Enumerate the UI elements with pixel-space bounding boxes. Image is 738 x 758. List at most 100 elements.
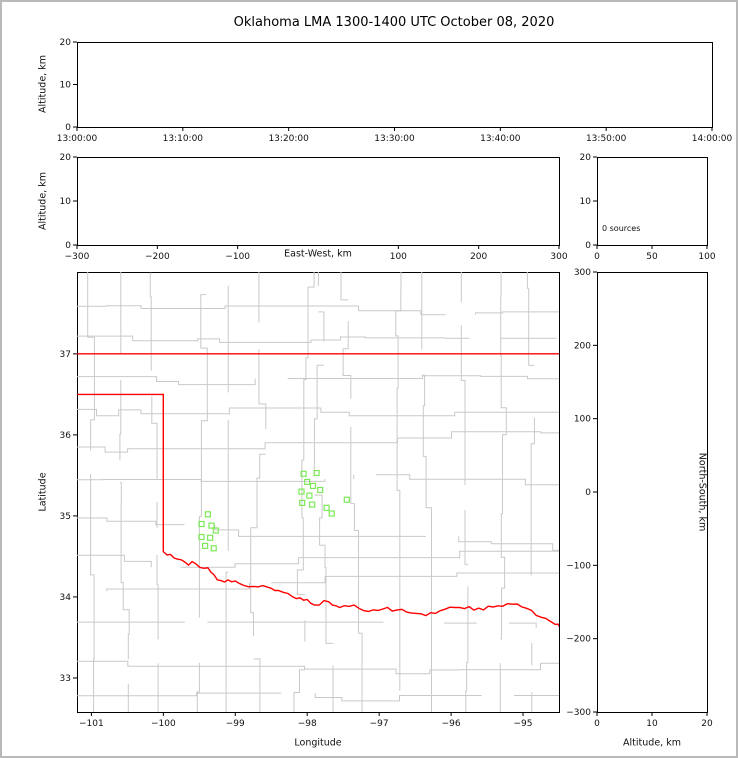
x-tick-label: 13:10:00 [163,134,204,144]
x-tick-label: 50 [646,252,658,262]
county-line [499,272,507,712]
lma-station-marker [298,488,305,495]
y-tick-label: 20 [60,153,72,163]
county-line [77,692,559,702]
county-line [196,294,208,712]
lma-station-marker [343,496,350,503]
map-ylabel: Latitude [37,472,49,512]
y-tick-label: 0 [65,241,71,251]
county-line [421,272,432,712]
county-line [77,375,559,386]
x-tick-label: −95 [514,719,533,729]
y-tick-label: 300 [574,268,591,278]
x-tick-label: 10 [646,719,658,729]
lma-station-marker [212,527,219,534]
x-tick-label: −100 [151,719,176,729]
y-tick-label: 0 [65,123,71,133]
county-line [73,622,560,628]
county-line [77,660,559,675]
y-tick-label: 36 [60,431,72,441]
figure-title: Oklahoma LMA 1300-1400 UTC October 08, 2… [233,15,555,30]
county-line [149,272,159,712]
y-tick-label: −200 [566,635,591,645]
lma-station-marker [299,499,306,506]
lma-station-marker [198,520,205,528]
x-tick-label: 13:50:00 [586,134,627,144]
x-tick-label: 13:40:00 [480,134,521,144]
x-tick-label: −200 [145,252,170,262]
northsouth-altitude-frame [597,272,708,713]
county-line [119,272,130,712]
x-tick-label: −100 [225,252,250,262]
county-line [460,272,469,712]
county-line [526,272,535,712]
county-line [106,572,559,592]
county-line [77,431,559,453]
x-tick-label: 200 [470,252,487,262]
lma-station-marker [328,510,335,517]
x-tick-label: 14:00:00 [692,134,733,144]
lma-station-marker [204,511,211,518]
county-line [77,550,559,568]
y-tick-label: 35 [60,512,71,522]
x-tick-label: 100 [390,252,407,262]
lma-station-marker [210,545,217,552]
county-line [87,272,95,712]
x-tick-label: −98 [298,719,317,729]
y-tick-label: 0 [585,488,591,498]
y-tick-label: 10 [60,81,72,91]
lma-station-marker [309,482,317,489]
x-tick-label: −300 [65,252,90,262]
county-line [313,272,334,712]
x-tick-label: 0 [594,252,600,262]
y-tick-label: 200 [574,341,591,351]
county-line [395,272,402,691]
sources-count-annotation: 0 sources [602,224,641,233]
x-tick-label: 13:30:00 [374,134,415,144]
y-tick-label: 0 [585,241,591,251]
eastwest-panel-xlabel: East-West, km [284,248,352,260]
eastwest-panel-ylabel: Altitude, km [37,172,49,230]
lma-station-marker [202,542,209,550]
lma-station-marker [317,486,324,494]
time-panel-ylabel: Altitude, km [37,55,49,113]
y-tick-label: 33 [60,674,71,684]
map-xlabel: Longitude [294,737,342,749]
lma-station-marker [207,534,214,541]
x-tick-label: −96 [442,719,461,729]
x-tick-label: −101 [79,719,104,729]
county-line [77,305,559,316]
lma-station-marker [313,469,320,477]
y-tick-label: 10 [60,197,72,207]
northsouth-panel-xlabel: Altitude, km [623,737,681,749]
eastwest-altitude-frame [77,157,560,246]
lma-station-marker [300,470,307,477]
x-tick-label: 20 [701,719,713,729]
county-line [77,517,559,551]
time-altitude-frame [77,42,713,128]
lma-station-marker [306,492,313,499]
y-tick-label: 100 [574,415,591,425]
x-tick-label: 0 [594,719,600,729]
county-line [73,336,583,342]
x-tick-label: 13:20:00 [268,134,309,144]
y-tick-label: 20 [580,153,592,163]
county-line [77,407,559,417]
county-line [226,258,228,715]
y-tick-label: 37 [60,350,71,360]
y-tick-label: 20 [60,38,72,48]
county-line [293,272,315,712]
lma-station-marker [323,504,330,511]
county-line [250,272,267,712]
x-tick-label: −99 [226,719,245,729]
northsouth-panel-ylabel: North-South, km [696,452,708,532]
y-tick-label: 34 [60,593,72,603]
x-tick-label: 100 [698,252,715,262]
map-layer [73,258,583,715]
lma-station-marker [304,478,311,485]
county-line [340,272,363,712]
lma-station-marker [198,533,205,541]
county-line [77,474,559,486]
